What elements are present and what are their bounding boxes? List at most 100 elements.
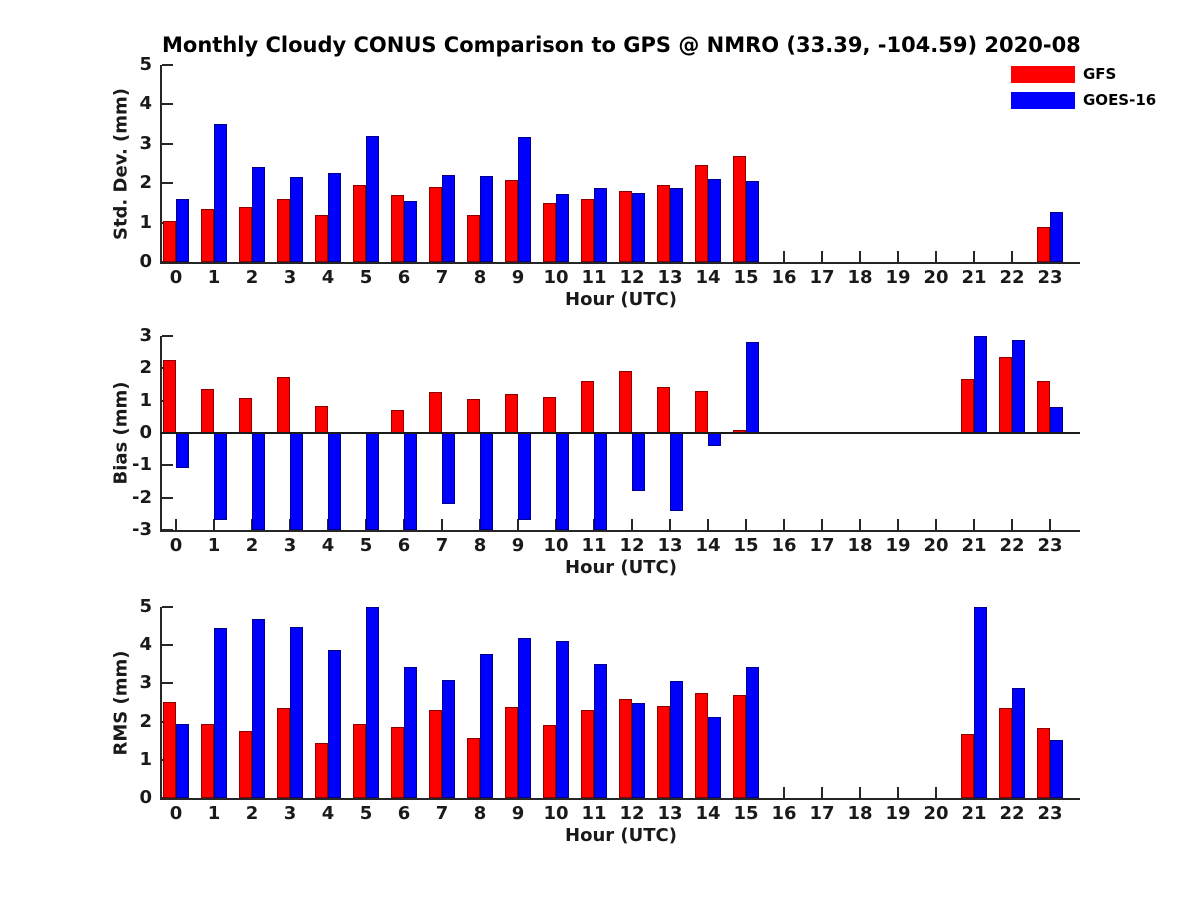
x-tick-label: 3 [283,267,297,288]
bar-gfs [505,394,518,433]
bar-goes16 [366,607,379,798]
legend-label-gfs: GFS [1083,65,1117,83]
bar-goes16 [404,666,417,798]
bar-goes16 [556,194,569,262]
x-tick-label: 1 [207,535,221,556]
bar-gfs [543,396,556,433]
bar-gfs [657,386,670,433]
x-tick-label: 11 [581,267,607,288]
legend-swatch-goes16 [1011,92,1075,109]
bar-gfs [391,195,404,262]
legend-swatch-gfs [1011,66,1075,83]
x-tick [935,787,937,798]
x-tick-label: 18 [847,803,873,824]
x-tick-label: 8 [473,803,487,824]
x-tick [707,519,709,530]
x-tick-label: 22 [999,803,1025,824]
y-tick-label: 2 [139,172,152,194]
y-tick [162,606,173,608]
y-tick-label: 3 [139,132,152,154]
x-tick [897,787,899,798]
bar-goes16 [1050,740,1063,798]
x-tick-label: 9 [511,535,525,556]
x-axis-line [160,798,1080,800]
x-tick-label: 7 [435,267,449,288]
y-tick [162,644,173,647]
y-tick [162,335,173,337]
y-tick-label: -3 [132,519,152,540]
x-tick-label: 7 [435,803,449,824]
y-tick [162,142,173,145]
x-tick-label: 12 [619,535,645,556]
x-tick [897,519,899,530]
y-tick-label: 1 [139,211,152,233]
x-tick-label: 6 [397,535,411,556]
bar-goes16 [214,124,227,262]
bar-goes16 [708,179,721,262]
bar-goes16 [290,177,303,262]
x-tick [213,519,215,530]
x-tick-label: 21 [961,267,987,288]
bar-gfs [1037,728,1050,798]
bar-gfs [163,220,176,262]
bar-goes16 [442,174,455,262]
x-tick-label: 6 [397,267,411,288]
bar-goes16 [328,649,341,798]
bar-gfs [999,357,1012,433]
x-tick-label: 11 [581,535,607,556]
x-tick-label: 10 [543,267,569,288]
x-axis-line [160,530,1080,532]
bar-gfs [505,180,518,262]
y-axis-line [160,607,162,800]
y-tick-label: 0 [139,787,152,808]
y-tick [162,496,173,499]
bar-gfs [201,208,214,262]
bar-gfs [733,694,746,798]
bar-goes16 [708,716,721,798]
x-tick-label: 20 [923,267,949,288]
bar-goes16 [746,342,759,433]
bar-gfs [619,699,632,798]
bar-gfs [733,155,746,262]
x-tick-label: 22 [999,267,1025,288]
bar-goes16 [214,628,227,798]
x-tick-label: 19 [885,803,911,824]
bar-gfs [1037,227,1050,262]
bar-goes16 [746,181,759,262]
bar-gfs [391,726,404,798]
x-tick-label: 23 [1037,267,1063,288]
x-tick-label: 18 [847,535,873,556]
bar-goes16 [176,198,189,262]
x-tick [859,251,861,262]
x-tick [1011,251,1013,262]
bar-goes16 [556,640,569,798]
legend-label-goes16: GOES-16 [1083,91,1157,109]
x-tick-label: 15 [733,535,759,556]
x-axis-label-std-dev: Hour (UTC) [565,289,677,310]
x-tick [821,787,823,798]
bar-gfs [619,370,632,433]
bar-goes16 [556,433,569,530]
x-tick-label: 11 [581,803,607,824]
bar-gfs [201,388,214,433]
y-tick [162,464,173,467]
x-tick-label: 19 [885,267,911,288]
x-tick-label: 23 [1037,803,1063,824]
x-tick [175,519,177,530]
y-tick-label: 1 [139,748,152,770]
bar-goes16 [252,619,265,798]
x-tick [973,519,975,530]
x-tick-label: 13 [657,267,683,288]
y-axis-line [160,336,162,532]
y-tick-label: 0 [139,422,152,443]
x-tick-label: 7 [435,535,449,556]
x-tick [783,251,785,262]
x-tick-label: 20 [923,803,949,824]
bar-gfs [163,701,176,798]
bar-gfs [239,731,252,798]
bar-gfs [543,202,556,262]
x-tick-label: 5 [359,803,373,824]
x-tick-label: 16 [771,803,797,824]
x-tick-label: 19 [885,535,911,556]
